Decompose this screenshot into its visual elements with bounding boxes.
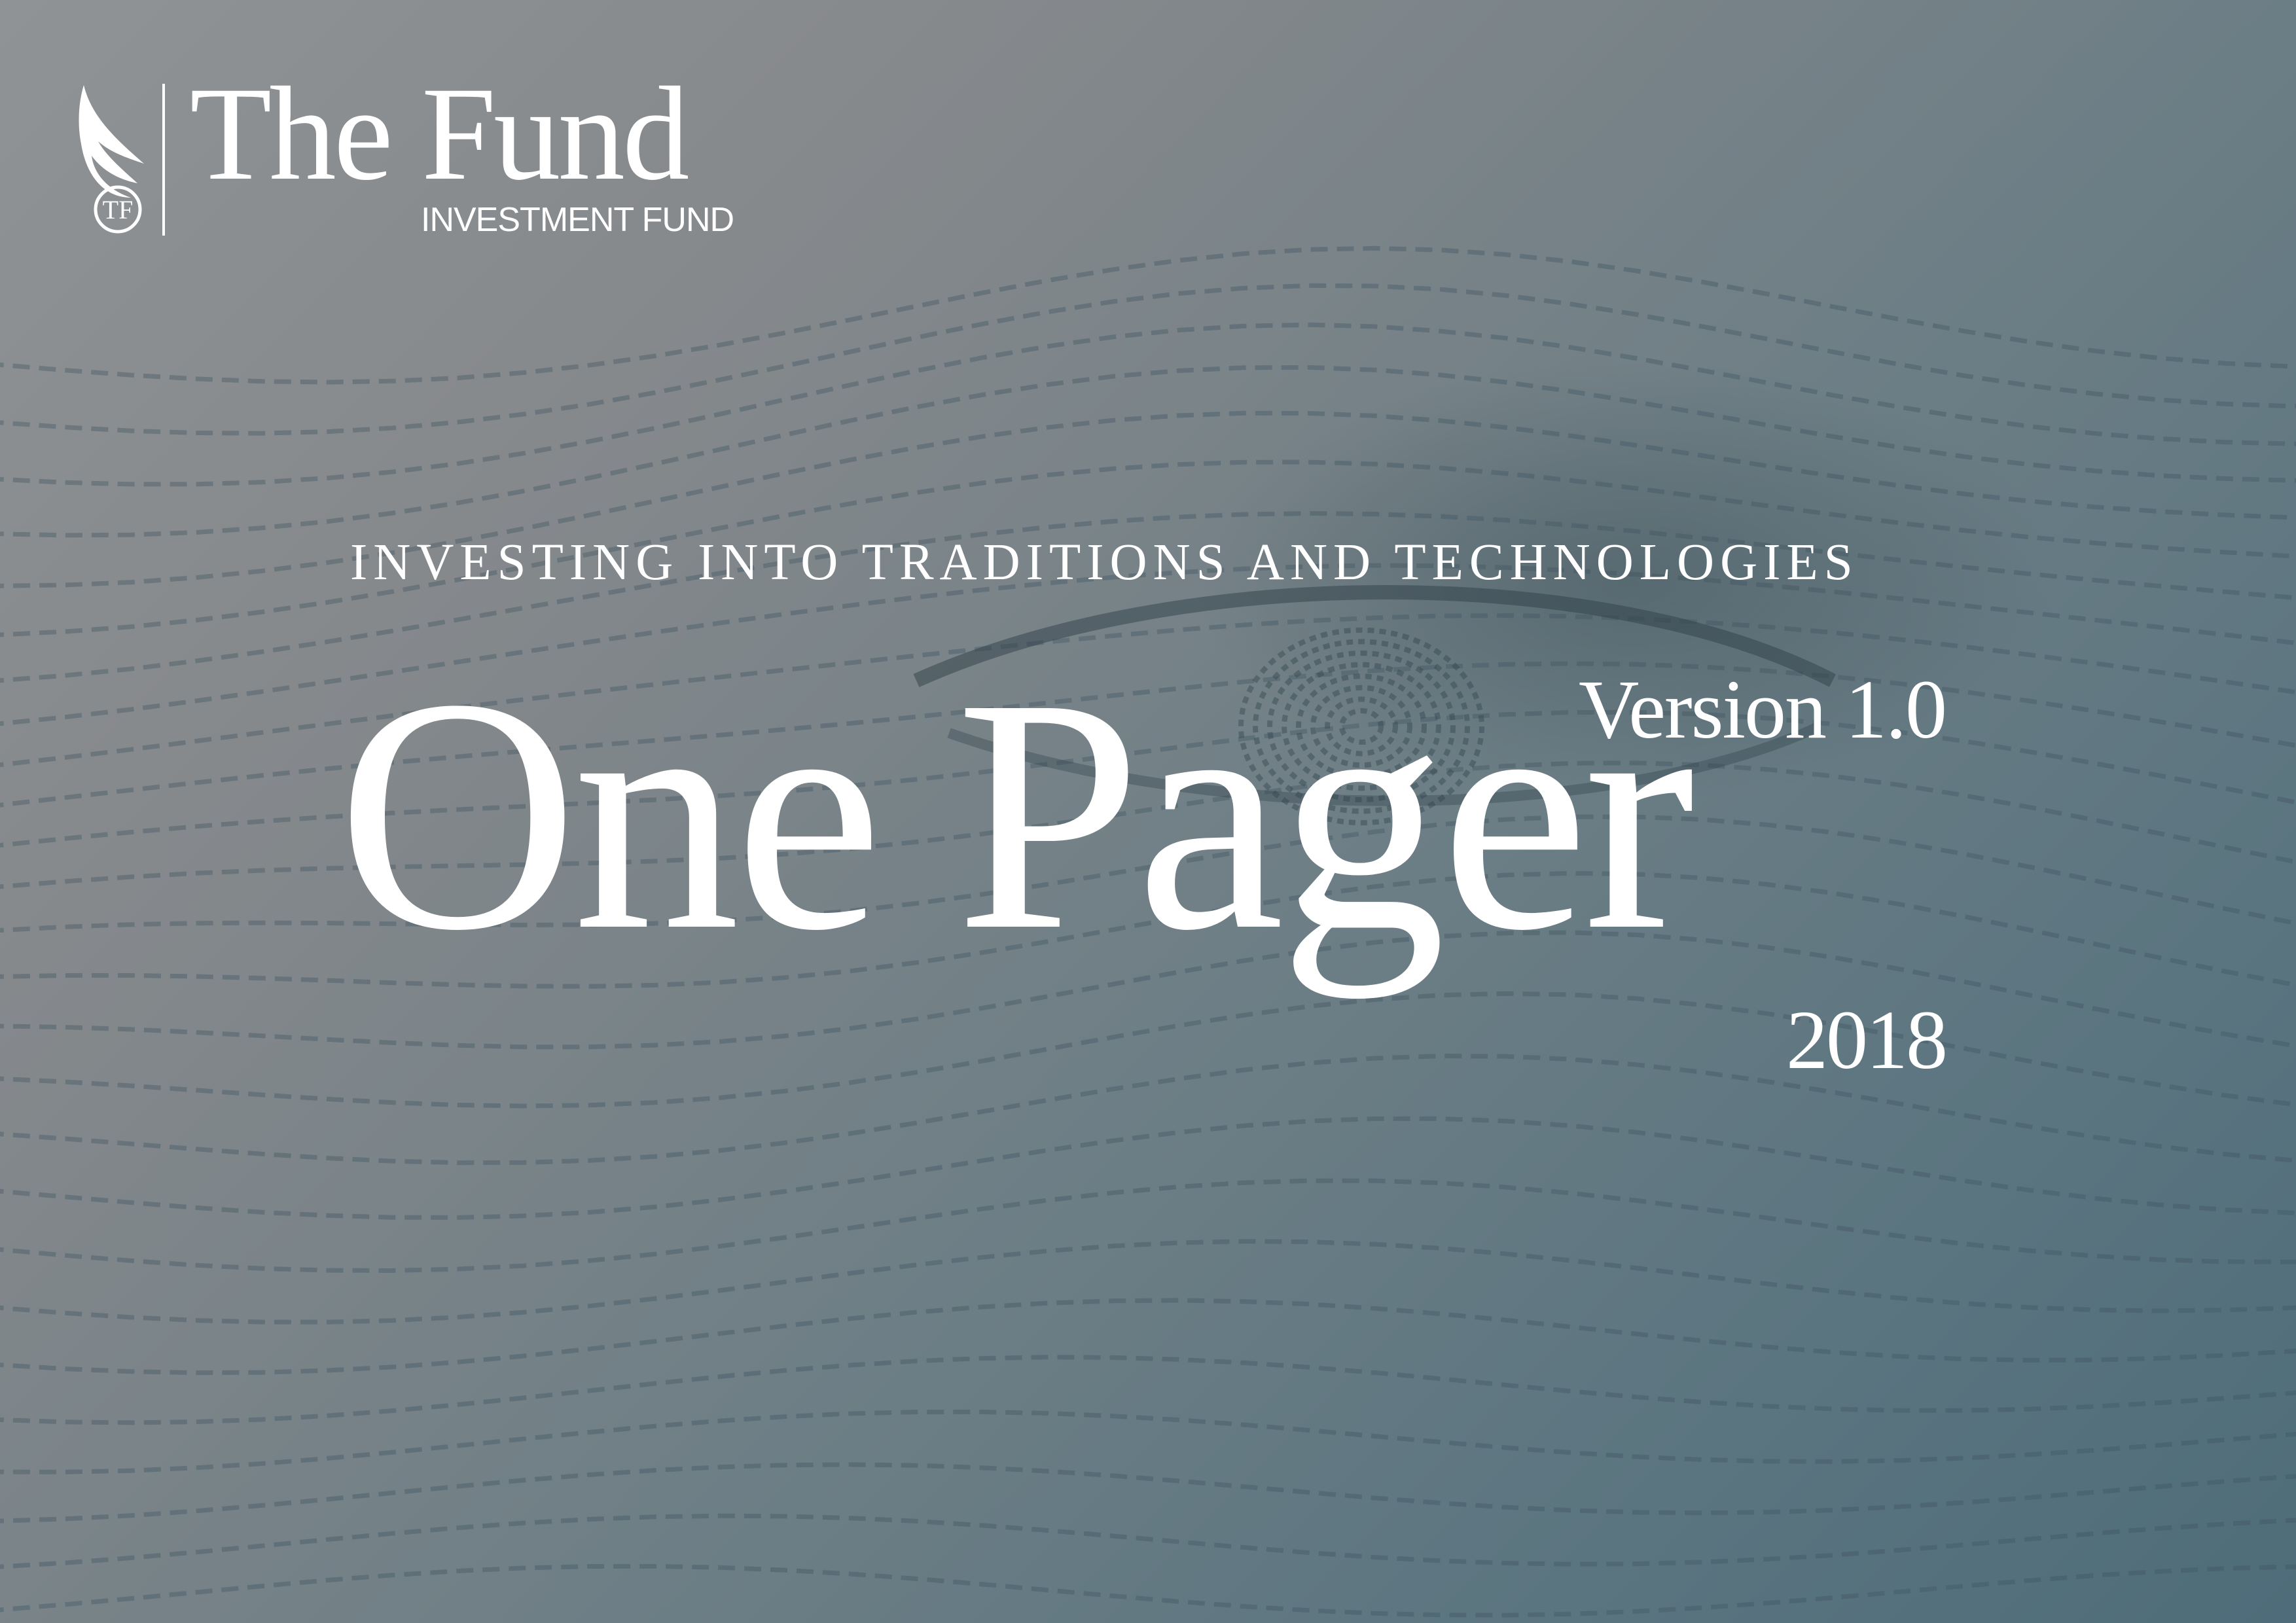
texture-line (0, 563, 2296, 726)
texture-line (0, 1239, 2296, 1325)
texture-line (0, 709, 2296, 848)
texture-line (0, 991, 2296, 1109)
year-label: 2018 (1786, 993, 1948, 1086)
texture-line (0, 410, 2296, 588)
texture-line (0, 661, 2296, 808)
texture-line (0, 245, 2296, 385)
texture-line (0, 930, 2296, 1050)
texture-line (0, 1116, 2296, 1220)
texture-line (0, 814, 2296, 933)
texture-line (0, 760, 2296, 889)
eye-ring (1310, 685, 1412, 768)
texture-line (0, 365, 2296, 538)
page-title: One Pager (337, 630, 1695, 999)
eye-ring (1253, 639, 1470, 814)
logo-subtitle: INVESTMENT FUND (421, 201, 734, 239)
texture-line (0, 510, 2296, 683)
eagle-wing-monogram-icon: TF (79, 85, 144, 234)
fund-logo: TF The Fund INVESTMENT FUND (72, 67, 734, 242)
version-label: Version 1.0 (1578, 663, 1947, 756)
logo-divider (162, 84, 165, 236)
texture-line (0, 1563, 2296, 1618)
logo-monogram: TF (103, 195, 134, 224)
eye-ring (1238, 627, 1484, 826)
texture-line (0, 870, 2296, 989)
eye-ring (1296, 673, 1427, 779)
texture-line (0, 613, 2296, 768)
texture-line (0, 1054, 2296, 1166)
texture-line (0, 322, 2296, 487)
texture-line (0, 1178, 2296, 1274)
texture-line (0, 283, 2296, 436)
texture-line (0, 1409, 2296, 1474)
eye-ring (1339, 708, 1384, 745)
texture-line (0, 459, 2296, 637)
eye-ring (1325, 696, 1398, 757)
tagline: INVESTING INTO TRADITIONS AND TECHNOLOGI… (350, 534, 1859, 591)
texture-line (0, 1462, 2296, 1524)
eye-ring (1267, 651, 1456, 802)
texture-line (0, 1298, 2296, 1376)
texture-line (0, 1513, 2296, 1569)
texture-line (0, 1355, 2296, 1425)
logo-name: The Fund (190, 60, 689, 208)
eye-ring (1282, 662, 1441, 791)
